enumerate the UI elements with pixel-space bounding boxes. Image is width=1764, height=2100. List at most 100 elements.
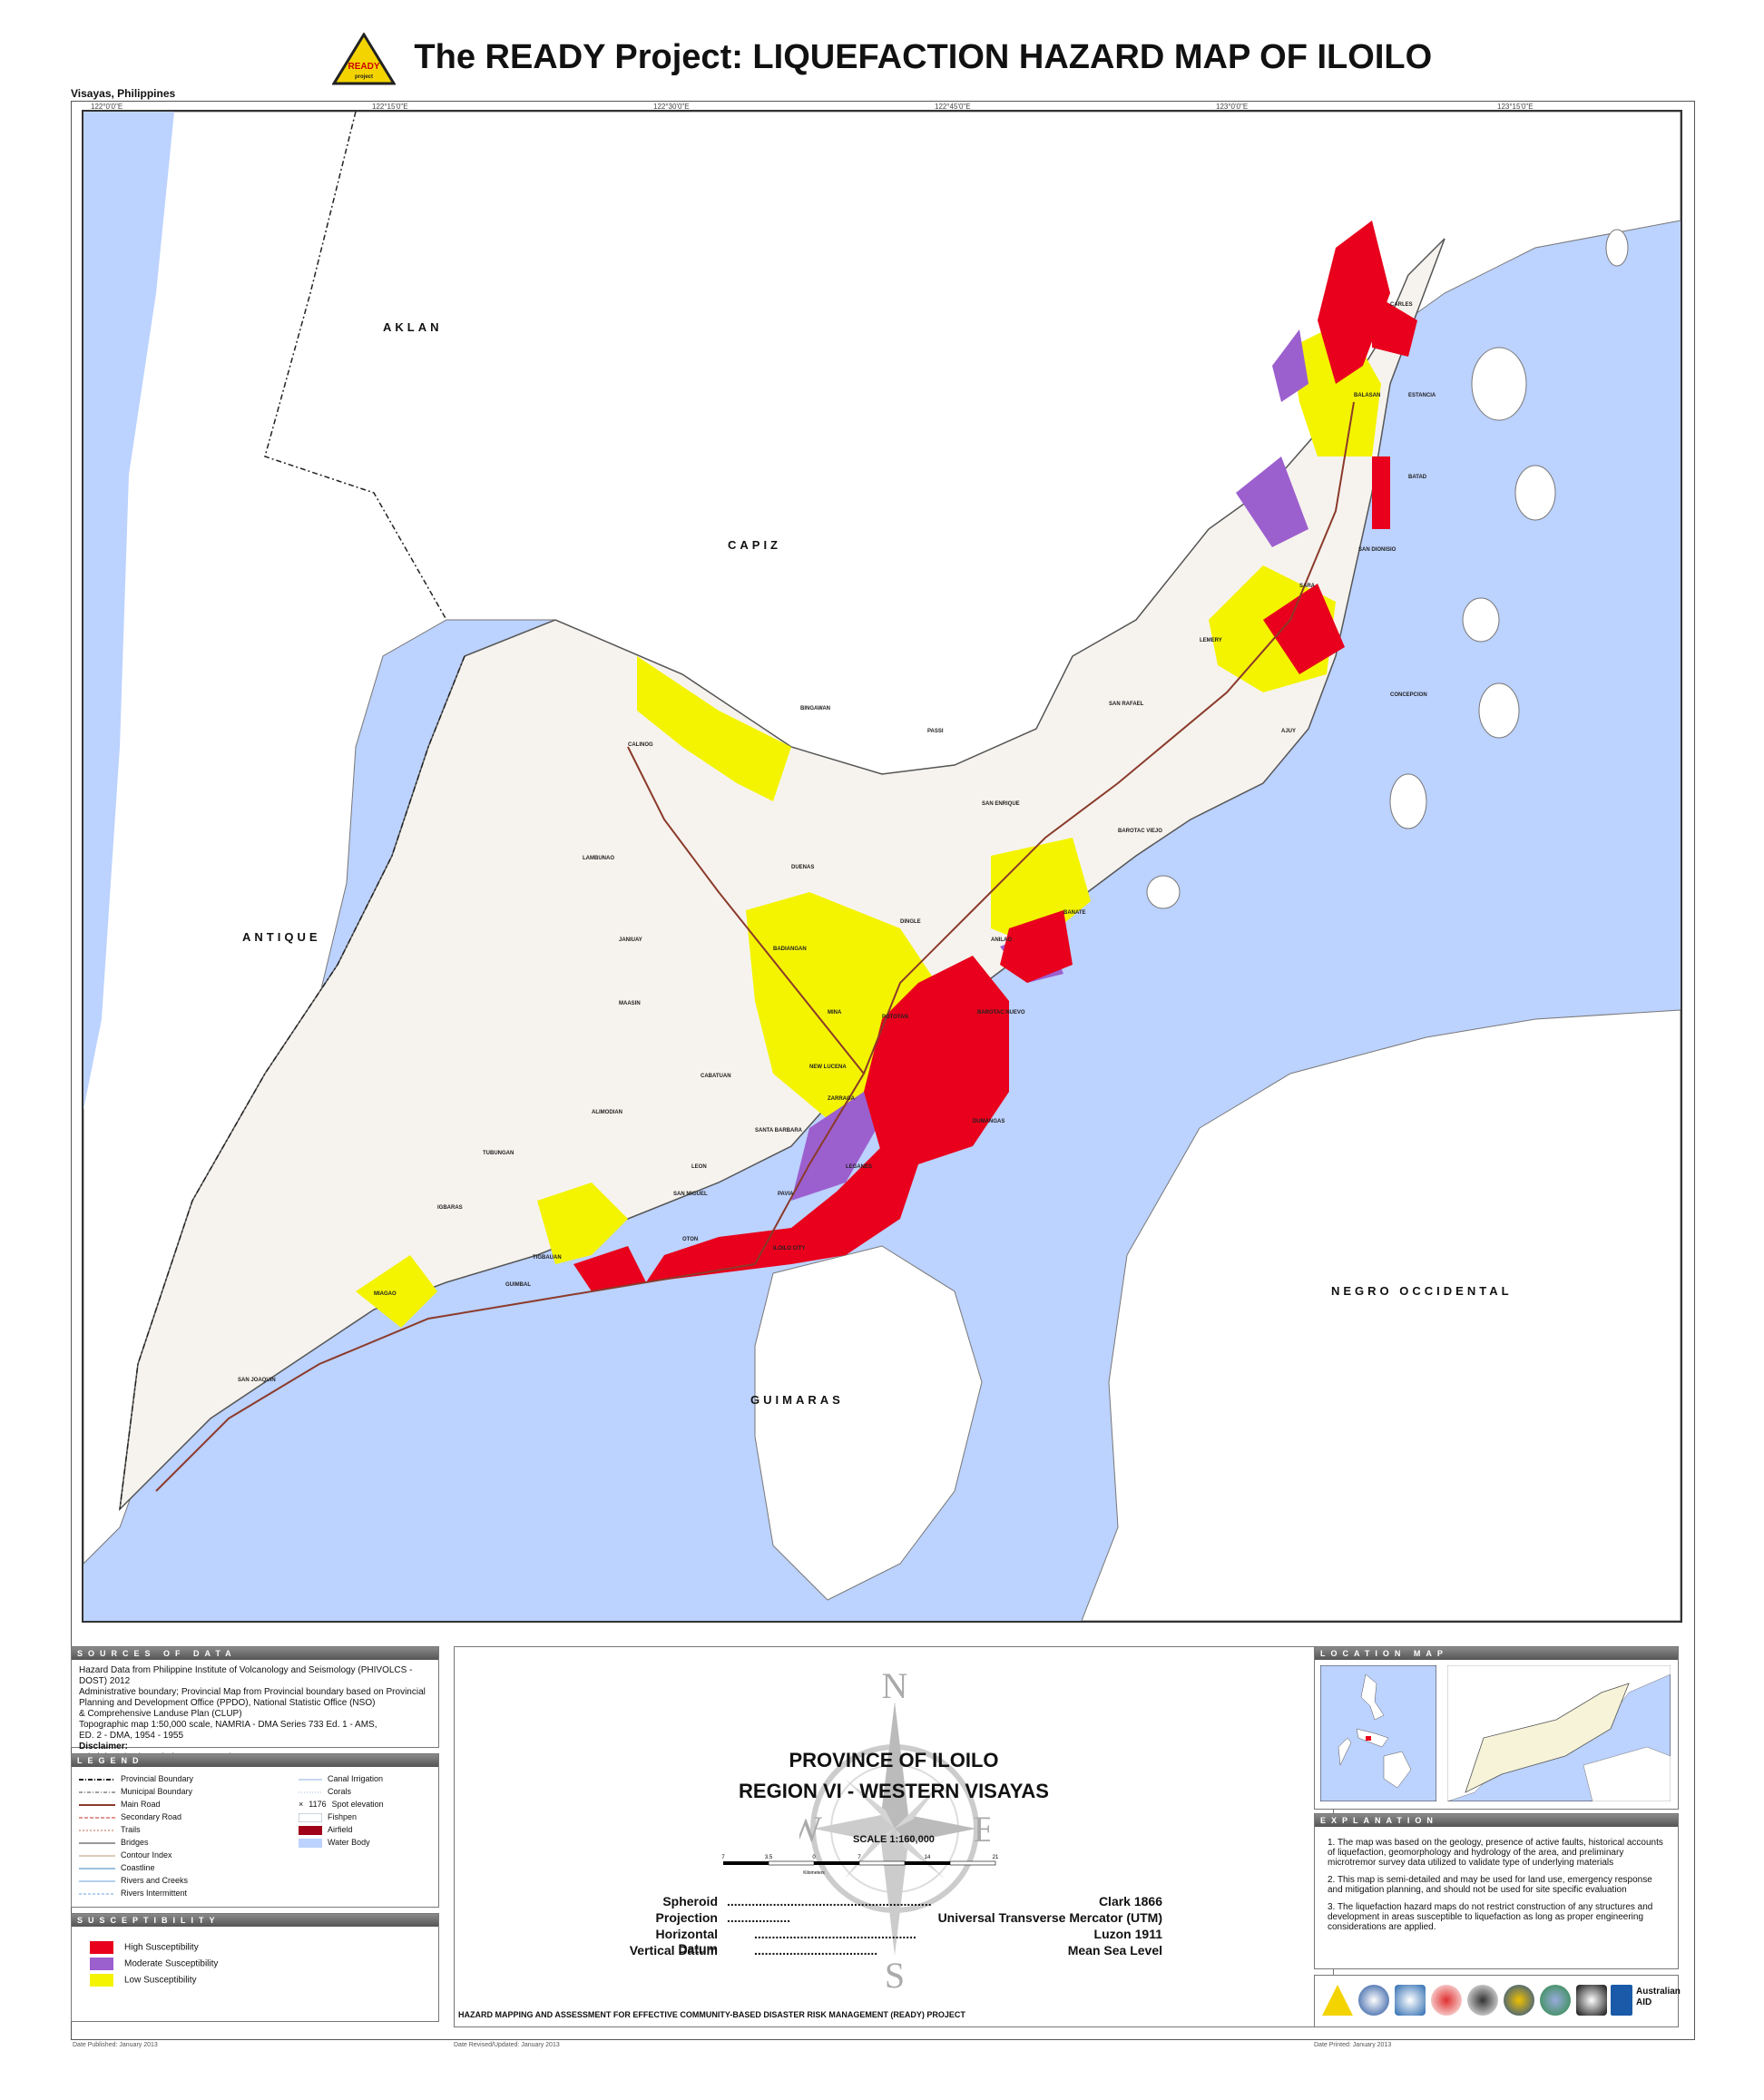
susceptibility-item: Moderate Susceptibility: [90, 1958, 218, 1970]
label-antique: ANTIQUE: [242, 930, 321, 944]
svg-text:3.5: 3.5: [765, 1855, 773, 1860]
town-label: IGBARAS: [437, 1205, 463, 1211]
legend-item: × 1176 Spot elevation: [299, 1800, 384, 1809]
town-label: OTON: [682, 1237, 699, 1242]
town-label: ESTANCIA: [1408, 393, 1436, 398]
svg-text:0: 0: [812, 1855, 816, 1860]
moderate-susceptibility-zone: [1236, 456, 1308, 547]
coord-top: 122°0'0"E: [91, 103, 123, 111]
coord-top: 122°30'0"E: [653, 103, 690, 111]
explanation-header: EXPLANATION: [1315, 1814, 1678, 1827]
explanation-item: 3. The liquefaction hazard maps do not r…: [1328, 1902, 1653, 1932]
ready-logo: [1322, 1985, 1353, 2016]
source-line: Topographic map 1:50,000 scale, NAMRIA -…: [79, 1720, 377, 1730]
susceptibility-item: High Susceptibility: [90, 1941, 199, 1954]
datum-value: Clark 1866: [981, 1894, 1162, 1909]
town-label: ALIMODIAN: [592, 1110, 622, 1115]
provincial-boundary: [264, 112, 447, 621]
svg-text:project: project: [355, 74, 373, 80]
town-label: ILOILO CITY: [773, 1246, 806, 1251]
disclaimer-title: Disclaimer:: [79, 1742, 128, 1752]
svg-text:READY: READY: [348, 62, 379, 72]
coord-top: 123°15'0"E: [1497, 103, 1534, 111]
town-label: SAN DIONISIO: [1358, 547, 1396, 553]
negros-land: [1081, 1009, 1681, 1621]
legend-item: Provincial Boundary: [79, 1774, 194, 1783]
town-label: SAN JOAQUIN: [238, 1378, 276, 1383]
town-label: DUENAS: [791, 865, 815, 870]
datum-dots: ........................................…: [754, 1927, 916, 1941]
iloilo-inset-map: [1447, 1665, 1671, 1801]
svg-text:Kilometers: Kilometers: [803, 1870, 825, 1876]
map-title: READY project The READY Project: LIQUEFA…: [0, 25, 1764, 89]
legend-item: Water Body: [299, 1836, 370, 1849]
explanation-item: 2. This map is semi-detailed and may be …: [1328, 1875, 1652, 1895]
svg-text:21: 21: [993, 1855, 999, 1860]
legend-item: Canal Irrigation: [299, 1774, 384, 1783]
town-label: BALASAN: [1354, 393, 1381, 398]
high-susceptibility-zone: [1372, 456, 1390, 529]
svg-text:7: 7: [858, 1855, 861, 1860]
date-published: Date Published: January 2013: [73, 2042, 158, 2048]
map-frame[interactable]: AKLAN CAPIZ ANTIQUE NEGRO OCCIDENTAL GUI…: [82, 110, 1682, 1623]
town-label: BAROTAC VIEJO: [1118, 829, 1162, 834]
high-susceptibility-zone: [1372, 293, 1417, 357]
low-susceptibility-zone: [746, 892, 936, 1119]
low-susceptibility-zone: [637, 656, 791, 801]
sources-header: SOURCES OF DATA: [72, 1647, 438, 1660]
low-susceptibility-zone: [356, 1255, 437, 1328]
scale-bar: 7 3.5 0 7 14 21 Kilometers: [721, 1855, 999, 1876]
legend-item: Main Road: [79, 1800, 161, 1809]
liquefaction-map[interactable]: [83, 112, 1681, 1621]
philippines-inset-map: [1320, 1665, 1436, 1801]
island: [1146, 875, 1181, 909]
high-susceptibility-zone: [864, 956, 1009, 1164]
town-label: SANTA BARBARA: [755, 1128, 802, 1133]
source-line: & Comprehensive Landuse Plan (CLUP): [79, 1709, 242, 1719]
island: [1462, 597, 1500, 643]
ocd-logo: [1431, 1985, 1462, 2016]
title-block-panel: N S W E PROVINCE OF ILOILO REGION VI - W…: [454, 1646, 1334, 2027]
legend-item: Municipal Boundary: [79, 1787, 193, 1796]
town-label: BINGAWAN: [800, 706, 830, 711]
town-label: AJUY: [1281, 729, 1297, 734]
explanation-panel: EXPLANATION 1. The map was based on the …: [1314, 1813, 1679, 1969]
susceptibility-item: Low Susceptibility: [90, 1974, 196, 1987]
legend-item: Airfield: [299, 1823, 353, 1836]
location-map-header: LOCATION MAP: [1315, 1647, 1678, 1660]
town-label: LEMERY: [1200, 638, 1222, 643]
low-susceptibility-zone: [991, 838, 1091, 947]
island: [1514, 465, 1556, 521]
agency-logo: [1395, 1985, 1426, 2016]
coord-top: 123°0'0"E: [1216, 103, 1249, 111]
project-footer: HAZARD MAPPING AND ASSESSMENT FOR EFFECT…: [458, 2010, 965, 2019]
town-label: POTOTAN: [882, 1015, 908, 1020]
west-water: [83, 112, 174, 1110]
date-printed: Date Printed: January 2013: [1314, 2042, 1392, 2048]
legend-header: LEGEND: [72, 1754, 438, 1767]
label-capiz: CAPIZ: [728, 538, 781, 552]
source-line: Hazard Data from Philippine Institute of…: [79, 1665, 413, 1686]
moderate-susceptibility-zone: [791, 1092, 882, 1201]
datum-value: Mean Sea Level: [1067, 1943, 1162, 1958]
ready-logo-icon: READY project: [331, 32, 397, 85]
explanation-item: 1. The map was based on the geology, pre…: [1328, 1838, 1663, 1868]
town-label: MINA: [828, 1010, 842, 1016]
sources-panel: SOURCES OF DATA Hazard Data from Philipp…: [71, 1646, 439, 1762]
datum-dots: ........................................…: [727, 1894, 932, 1909]
town-label: PASSI: [927, 729, 944, 734]
label-guimaras: GUIMARAS: [750, 1393, 844, 1407]
island: [1478, 682, 1520, 739]
town-label: LEON: [691, 1164, 707, 1170]
legend-item: Rivers and Creeks: [79, 1876, 189, 1885]
datum-label: Spheroid: [662, 1894, 718, 1909]
susceptibility-header: SUSCEPTIBILITY: [72, 1914, 438, 1927]
town-label: BADIANGAN: [773, 947, 807, 952]
town-label: BAROTAC NUEVO: [977, 1010, 1025, 1016]
legend-item: Rivers Intermittent: [79, 1889, 188, 1898]
datum-label: Projection: [655, 1910, 718, 1925]
town-label: SAN MIGUEL: [673, 1192, 708, 1197]
datum-dots: ...................................: [754, 1943, 878, 1958]
legend-item: Corals: [299, 1787, 352, 1796]
island: [1471, 347, 1527, 421]
